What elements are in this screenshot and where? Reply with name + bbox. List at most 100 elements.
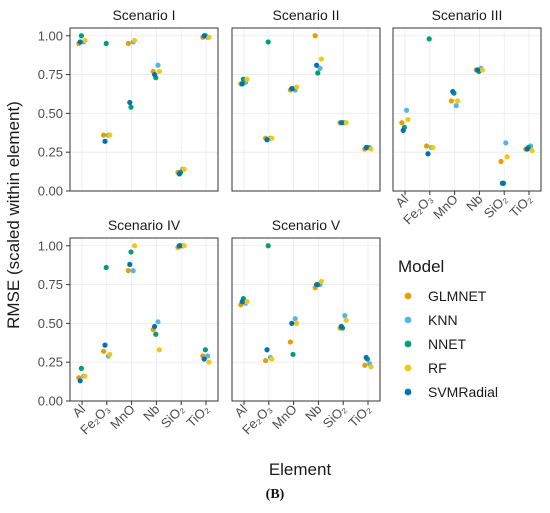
data-point-rf [479, 67, 485, 73]
y-tick-label: 0.25 [38, 355, 63, 370]
data-point-knn [130, 268, 136, 274]
data-point-svmradial [127, 99, 133, 106]
legend-label: KNN [428, 312, 458, 328]
data-point-knn [404, 107, 410, 113]
x-tick-label: TiO₂ [345, 402, 374, 431]
data-point-svmradial [239, 81, 245, 87]
data-point-nnet [128, 249, 134, 255]
facet-panel: Scenario II [231, 7, 381, 192]
data-point-svmradial [289, 85, 295, 92]
data-point-svmradial [475, 67, 481, 73]
panel-border [69, 27, 219, 192]
data-point-glmnet [263, 358, 269, 364]
x-axis-title: Element [269, 460, 332, 479]
x-tick-label: TiO₂ [506, 192, 535, 221]
data-point-rf [455, 98, 461, 104]
data-point-svmradial [102, 342, 108, 348]
y-tick-label: 1.00 [38, 238, 63, 253]
data-point-svmradial [363, 354, 369, 361]
panel-border [231, 237, 381, 402]
legend-label: NNET [428, 336, 467, 352]
data-point-svmradial [152, 323, 158, 330]
data-point-nnet [78, 365, 84, 371]
panel-frame [69, 237, 219, 402]
y-tick-label: 1.00 [38, 28, 63, 43]
x-tick-label: SiO₂ [320, 402, 349, 431]
panel-border [69, 237, 219, 402]
data-point-glmnet [125, 268, 131, 274]
data-point-glmnet [448, 98, 454, 104]
panel-frame [69, 27, 219, 192]
data-point-rf [206, 359, 212, 365]
legend-key-glmnet [404, 292, 412, 300]
data-point-rf [181, 166, 187, 172]
data-point-rf [244, 76, 250, 82]
data-point-svmradial [450, 89, 456, 95]
data-point-svmradial [127, 261, 133, 267]
data-point-nnet [290, 351, 296, 358]
data-point-nnet [128, 104, 134, 110]
data-point-rf [269, 356, 275, 362]
data-point-svmradial [264, 347, 270, 353]
data-point-svmradial [363, 144, 369, 151]
data-point-svmradial [201, 33, 207, 39]
data-point-svmradial [102, 138, 108, 144]
x-tick-label: SiO₂ [158, 402, 187, 431]
data-point-glmnet [125, 40, 131, 47]
data-point-nnet [265, 39, 271, 45]
data-point-knn [317, 65, 323, 71]
data-point-nnet [103, 264, 109, 271]
data-point-glmnet [287, 339, 293, 345]
data-point-svmradial [77, 39, 83, 45]
data-point-knn [205, 353, 211, 359]
data-point-svmradial [338, 120, 344, 126]
y-tick-label: 0.00 [38, 184, 63, 199]
data-point-rf [343, 317, 349, 323]
data-point-glmnet [399, 120, 405, 126]
legend-key-nnet [404, 340, 412, 348]
x-tick-label: MnO [269, 402, 300, 433]
data-point-rf [368, 364, 374, 370]
data-point-nnet [240, 76, 246, 82]
data-point-glmnet [101, 132, 107, 138]
x-tick-label: TiO₂ [183, 402, 212, 431]
data-point-rf [206, 34, 212, 40]
data-point-rf [269, 135, 275, 141]
x-tick-label: SiO₂ [481, 192, 510, 221]
data-point-rf [107, 132, 113, 138]
data-point-knn [155, 319, 161, 325]
facet-title: Scenario II [273, 7, 340, 23]
facet-title: Scenario III [432, 7, 503, 23]
data-point-svmradial [152, 71, 158, 78]
panel-border [231, 27, 381, 192]
legend-key-knn [404, 316, 412, 324]
data-point-glmnet [424, 143, 430, 149]
data-point-rf [430, 144, 436, 151]
data-point-glmnet [362, 362, 368, 368]
data-point-rf [294, 320, 300, 326]
y-tick-label: 0.75 [38, 67, 63, 82]
panel-frame [392, 27, 542, 192]
data-point-rf [181, 243, 187, 249]
data-point-rf [294, 84, 300, 90]
panel-border [392, 27, 542, 192]
data-point-svmradial [201, 356, 207, 362]
data-point-rf [156, 68, 162, 75]
legend-key-rf [404, 364, 412, 372]
y-tick-label: 0.00 [38, 394, 63, 409]
data-point-svmradial [314, 281, 320, 288]
data-point-svmradial [77, 378, 83, 384]
data-point-svmradial [239, 299, 245, 305]
data-point-nnet [426, 36, 432, 42]
data-point-rf [318, 56, 324, 62]
facet-title: Scenario V [272, 217, 341, 233]
data-point-rf [405, 116, 411, 123]
panel-frame [231, 237, 381, 402]
data-point-glmnet [312, 33, 318, 39]
data-point-nnet [103, 40, 109, 47]
data-point-svmradial [314, 62, 320, 68]
legend: Model GLMNET KNN NNET RF SVMRadial [398, 257, 498, 400]
data-point-rf [82, 373, 88, 379]
legend-title: Model [398, 257, 444, 276]
